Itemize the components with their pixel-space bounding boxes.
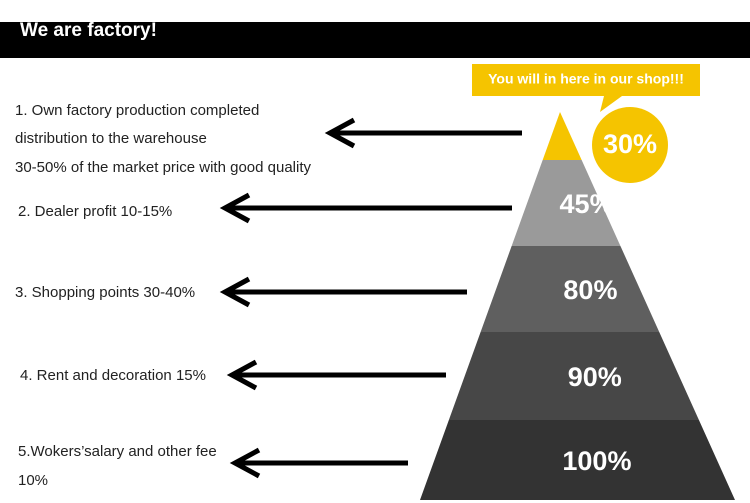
level-label: 5.Wokers’salary and other fee — [18, 443, 217, 460]
percent-label: 80% — [563, 275, 617, 305]
pyramid-layer — [542, 112, 582, 160]
callout-text: You will in here in our shop!!! — [488, 71, 684, 87]
level-label: distribution to the warehouse — [15, 130, 207, 147]
arrow-head — [219, 276, 251, 308]
arrow-head — [219, 192, 251, 224]
header-bar — [0, 22, 750, 58]
percent-circle — [592, 107, 668, 183]
pyramid-layer — [448, 332, 699, 420]
callout-box — [472, 64, 700, 112]
arrow-head — [324, 117, 356, 149]
level-label: 1. Own factory production completed — [15, 102, 259, 119]
header-notch — [160, 8, 200, 22]
pyramid-layer — [480, 246, 660, 332]
percent-label: 45% — [560, 189, 614, 219]
level-label: 10% — [18, 472, 48, 489]
pyramid-layer — [420, 420, 735, 500]
pyramid-layer — [511, 160, 621, 246]
level-label: 3. Shopping points 30-40% — [15, 284, 195, 301]
percent-label: 90% — [568, 362, 622, 392]
percent-label: 100% — [562, 446, 631, 476]
level-label: 4. Rent and decoration 15% — [20, 367, 206, 384]
header-title: We are factory! — [20, 20, 157, 41]
percent-label: 30% — [603, 129, 657, 159]
pyramid — [420, 112, 735, 500]
arrow-head — [226, 359, 258, 391]
arrow-head — [229, 447, 261, 479]
level-label: 2. Dealer profit 10-15% — [18, 203, 172, 220]
level-label: 30-50% of the market price with good qua… — [15, 159, 311, 176]
